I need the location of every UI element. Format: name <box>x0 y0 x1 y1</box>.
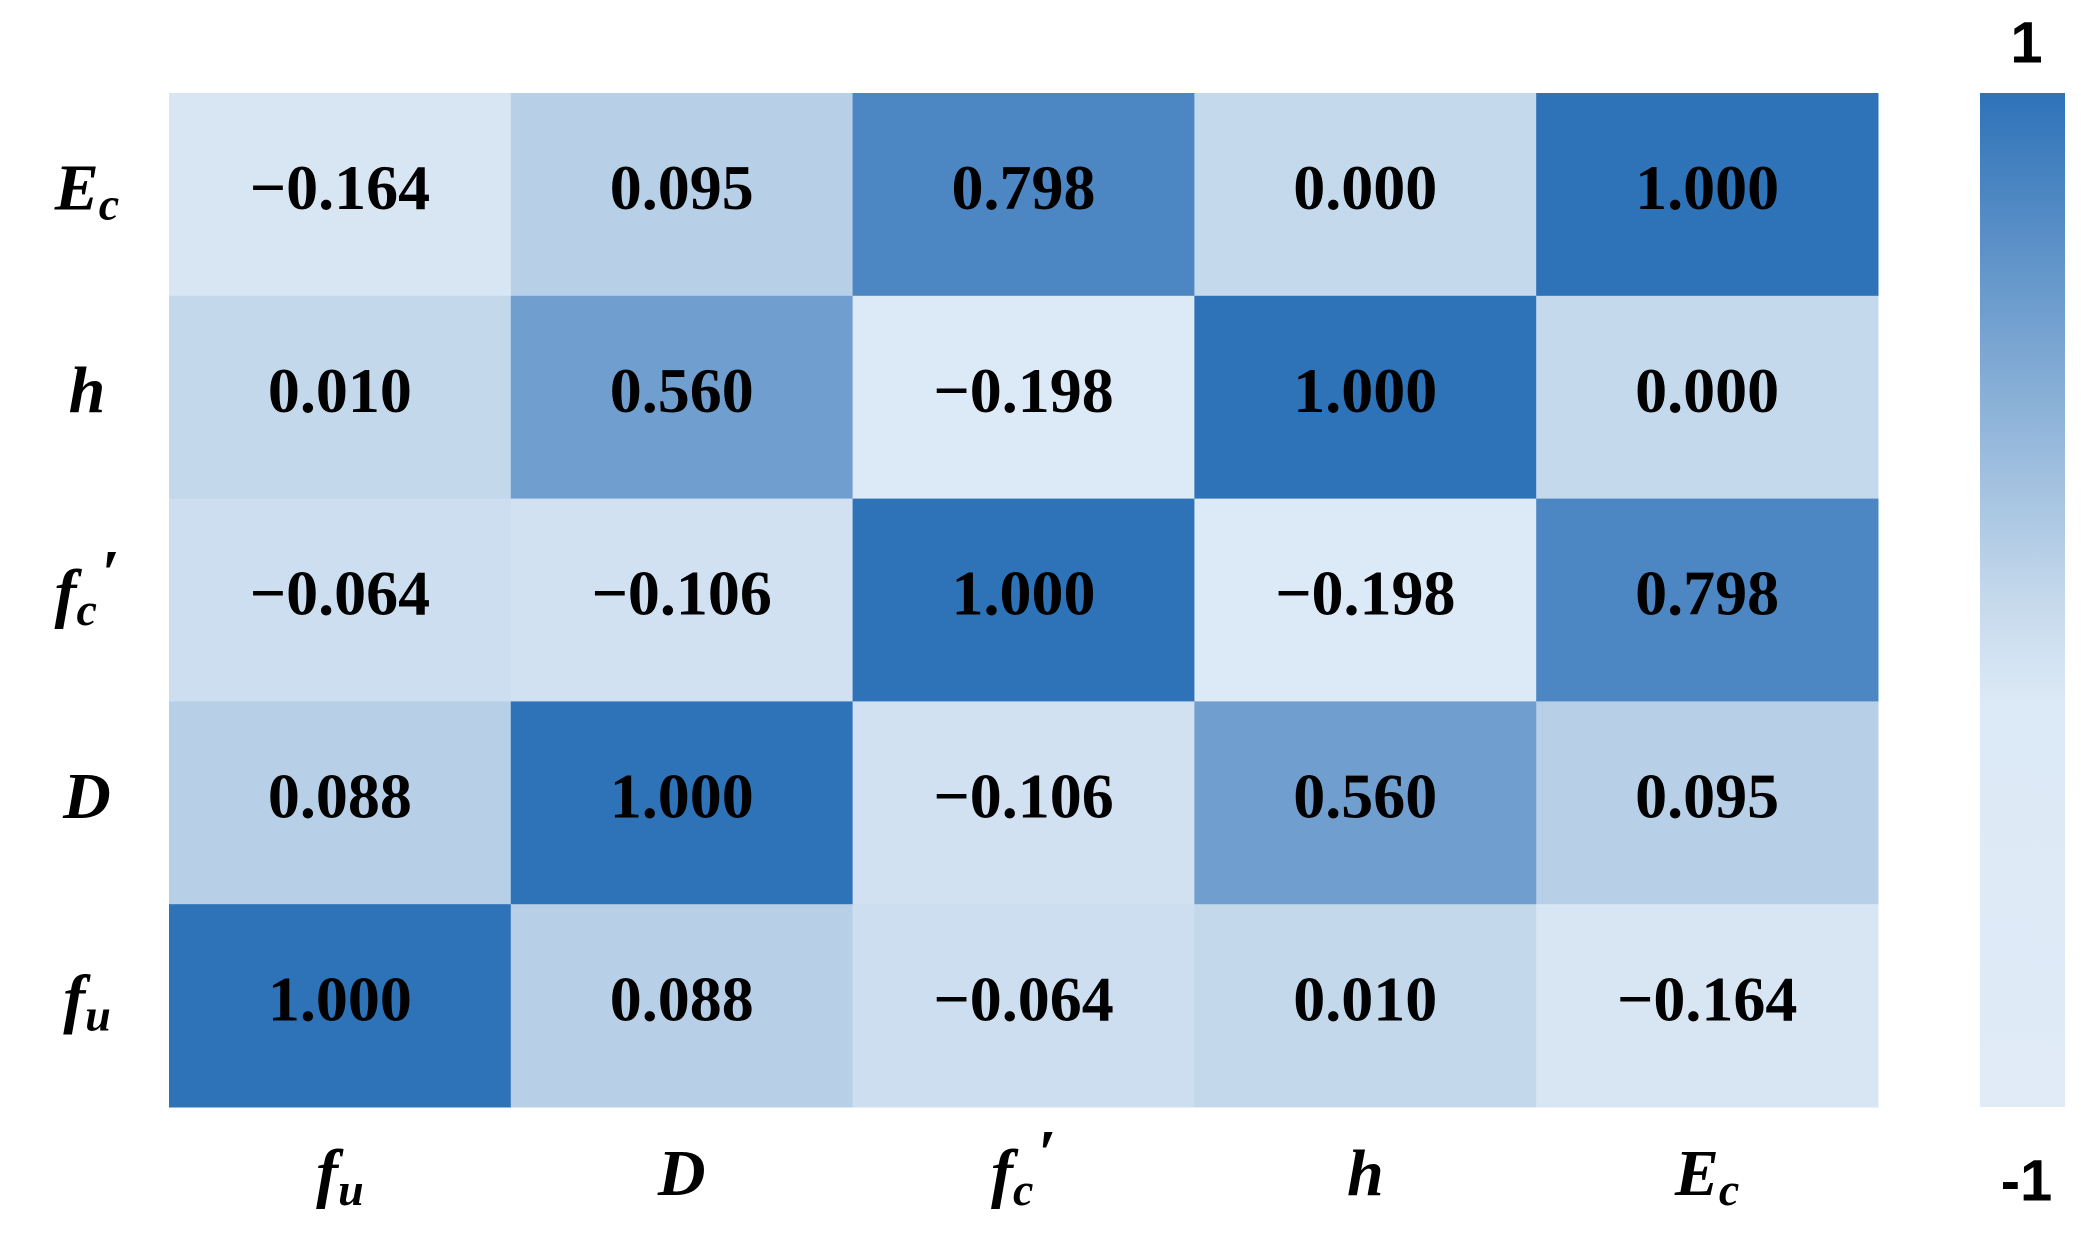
cell-label: 1.000 <box>952 558 1096 629</box>
cell-label: 1.000 <box>610 760 754 831</box>
cell <box>1536 93 1879 297</box>
cell <box>1194 93 1537 297</box>
cell-label: 1.000 <box>1293 355 1437 426</box>
axis-label: fu <box>63 963 111 1040</box>
cell <box>852 93 1195 297</box>
colorbar-tick-label: 1 <box>2010 10 2042 75</box>
cell-label: 1.000 <box>1635 152 1779 223</box>
cell <box>510 93 854 297</box>
cell <box>1194 904 1537 1108</box>
cell <box>852 295 1195 500</box>
cell-label: 0.560 <box>1293 760 1437 831</box>
label-part: h <box>1347 1137 1384 1210</box>
cell <box>1536 701 1879 905</box>
axis-label: D <box>657 1137 706 1210</box>
cell <box>510 701 854 905</box>
cell <box>510 498 854 702</box>
cell-label: 0.000 <box>1635 355 1779 426</box>
axis-label: Ec <box>1674 1137 1739 1214</box>
cell-label: −0.198 <box>1275 558 1455 629</box>
cell-label: 0.000 <box>1293 152 1437 223</box>
cell <box>510 904 854 1108</box>
label-part: h <box>69 354 106 427</box>
colorbar <box>1980 93 2065 1107</box>
cell <box>1194 498 1537 702</box>
cell-label: 0.088 <box>610 963 754 1034</box>
cell-label: 0.095 <box>610 152 754 223</box>
label-part: ′ <box>101 537 120 610</box>
label-part: c <box>77 584 97 635</box>
label-part: E <box>1674 1137 1719 1210</box>
cell <box>510 295 854 500</box>
cell <box>169 498 512 702</box>
cell-label: 0.010 <box>1293 963 1437 1034</box>
cell <box>169 93 512 297</box>
cell-label: −0.064 <box>250 558 430 629</box>
label-part: u <box>85 989 111 1040</box>
axis-label: h <box>1347 1137 1384 1210</box>
cell <box>1536 498 1879 702</box>
cell-label: −0.064 <box>933 963 1113 1034</box>
cell <box>1536 904 1879 1108</box>
cell <box>852 498 1195 702</box>
cell-label: −0.106 <box>591 558 771 629</box>
label-part: c <box>1013 1164 1033 1215</box>
cell-label: 0.798 <box>952 152 1096 223</box>
cell <box>852 701 1195 905</box>
label-part: u <box>338 1164 364 1215</box>
label-part: c <box>1719 1164 1739 1215</box>
label-part: c <box>99 178 119 229</box>
axis-label: h <box>69 354 106 427</box>
cell-label: −0.198 <box>933 355 1113 426</box>
colorbar-tick-label: -1 <box>2001 1148 2053 1213</box>
label-part: D <box>657 1137 706 1210</box>
cell-label: 1.000 <box>268 963 412 1034</box>
label-part: D <box>62 760 111 833</box>
cell-label: 0.010 <box>268 355 412 426</box>
cell <box>169 701 512 905</box>
axis-label: fu <box>316 1137 364 1214</box>
label-part: ′ <box>1037 1117 1056 1190</box>
cell <box>1536 295 1879 500</box>
axis-label: D <box>62 760 111 833</box>
cell-label: −0.164 <box>1617 963 1797 1034</box>
cell <box>169 295 512 500</box>
cell <box>852 904 1195 1108</box>
label-part: E <box>54 152 99 225</box>
cell <box>1194 295 1537 500</box>
axis-label: fc′ <box>55 537 120 634</box>
axis-label: Ec <box>54 152 119 229</box>
cell-label: 0.560 <box>610 355 754 426</box>
cell <box>1194 701 1537 905</box>
cell-label: 0.095 <box>1635 760 1779 831</box>
cell-label: 0.088 <box>268 760 412 831</box>
axis-label: fc′ <box>991 1117 1056 1214</box>
cell-label: −0.106 <box>933 760 1113 831</box>
cell <box>169 904 512 1108</box>
cell-label: −0.164 <box>250 152 430 223</box>
cell-label: 0.798 <box>1635 558 1779 629</box>
